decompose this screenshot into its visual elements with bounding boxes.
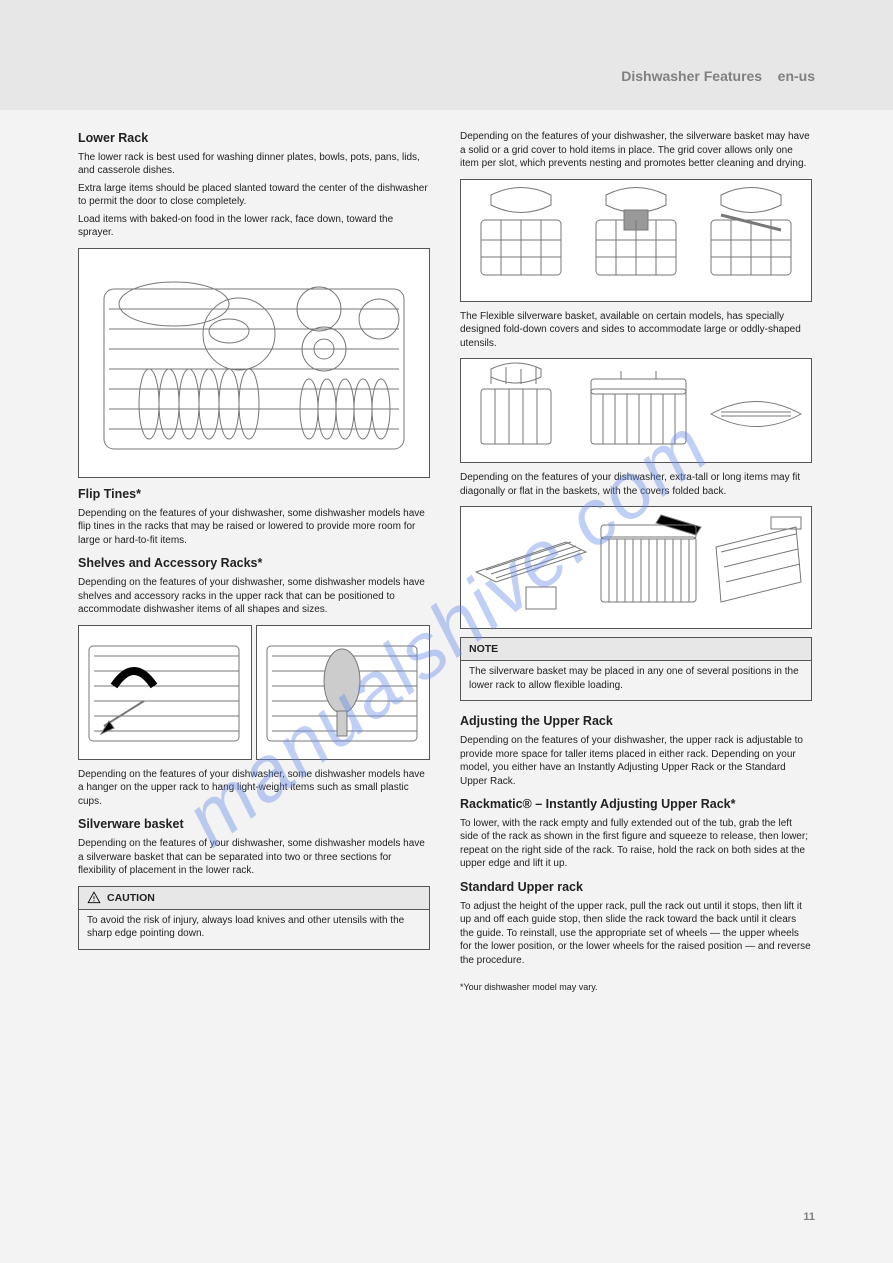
lower-rack-p2: Extra large items should be placed slant…: [78, 182, 430, 209]
lower-rack-figure: [78, 248, 430, 478]
right-column: Depending on the features of your dishwa…: [460, 130, 812, 997]
content-columns: Lower Rack The lower rack is best used f…: [78, 130, 815, 997]
lower-rack-title: Lower Rack: [78, 130, 430, 147]
page-number: 11: [803, 1211, 815, 1223]
note-body: The silverware basket may be placed in a…: [461, 661, 811, 700]
baskets-ill-2: [461, 359, 811, 462]
spacer: [460, 701, 812, 713]
upper-adjust-title: Adjusting the Upper Rack: [460, 713, 812, 730]
silver-grid-p: Depending on the features of your dishwa…: [460, 130, 812, 171]
flip-tines-p1: Depending on the features of your dishwa…: [78, 507, 430, 548]
page: Dishwasher Features en-us Lower Rack The…: [0, 0, 893, 1263]
standard-rack-title: Standard Upper rack: [460, 879, 812, 896]
lower-rack-illustration: [79, 249, 429, 477]
caution-box: CAUTION To avoid the risk of injury, alw…: [78, 886, 430, 950]
rackmatic-title: Rackmatic® – Instantly Adjusting Upper R…: [460, 796, 812, 813]
long-items-figure: [460, 506, 812, 629]
long-items-p: Depending on the features of your dishwa…: [460, 471, 812, 498]
caution-header: CAUTION: [79, 887, 429, 910]
silverware-title: Silverware basket: [78, 816, 430, 833]
breadcrumb-title: Dishwasher Features: [621, 68, 762, 84]
lower-rack-p1: The lower rack is best used for washing …: [78, 151, 430, 178]
silverware-baskets-figure: [460, 179, 812, 302]
shelves-sub1: [78, 625, 252, 760]
flex-basket-figure: [460, 358, 812, 463]
flex-basket-p: The Flexible silverware basket, availabl…: [460, 310, 812, 351]
shelves-p1: Depending on the features of your dishwa…: [78, 576, 430, 617]
caution-title: CAUTION: [107, 891, 155, 905]
silverware-p1: Depending on the features of your dishwa…: [78, 837, 430, 878]
baskets-ill-1: [461, 180, 811, 301]
upper-adjust-p1: Depending on the features of your dishwa…: [460, 734, 812, 788]
header-bar: [0, 0, 893, 110]
shelves-sub2: [256, 625, 430, 760]
rackmatic-p: To lower, with the rack empty and fully …: [460, 817, 812, 871]
standard-rack-p: To adjust the height of the upper rack, …: [460, 900, 812, 968]
warning-icon: [87, 891, 101, 905]
baskets-ill-3: [461, 507, 811, 628]
breadcrumb-lang: en-us: [778, 68, 815, 84]
shelves-figure: [78, 625, 430, 760]
shelves-p2: Depending on the features of your dishwa…: [78, 768, 430, 809]
header-breadcrumb: Dishwasher Features en-us: [621, 68, 815, 84]
shelf-ill-2: [257, 626, 427, 759]
note-header: NOTE: [461, 638, 811, 661]
lower-rack-p3: Load items with baked-on food in the low…: [78, 213, 430, 240]
asterisk-note: *Your dishwasher model may vary.: [460, 981, 812, 993]
caution-body: To avoid the risk of injury, always load…: [79, 910, 429, 949]
shelves-title: Shelves and Accessory Racks*: [78, 555, 430, 572]
shelf-ill-1: [79, 626, 249, 759]
note-box: NOTE The silverware basket may be placed…: [460, 637, 812, 701]
flip-tines-title: Flip Tines*: [78, 486, 430, 503]
left-column: Lower Rack The lower rack is best used f…: [78, 130, 430, 997]
